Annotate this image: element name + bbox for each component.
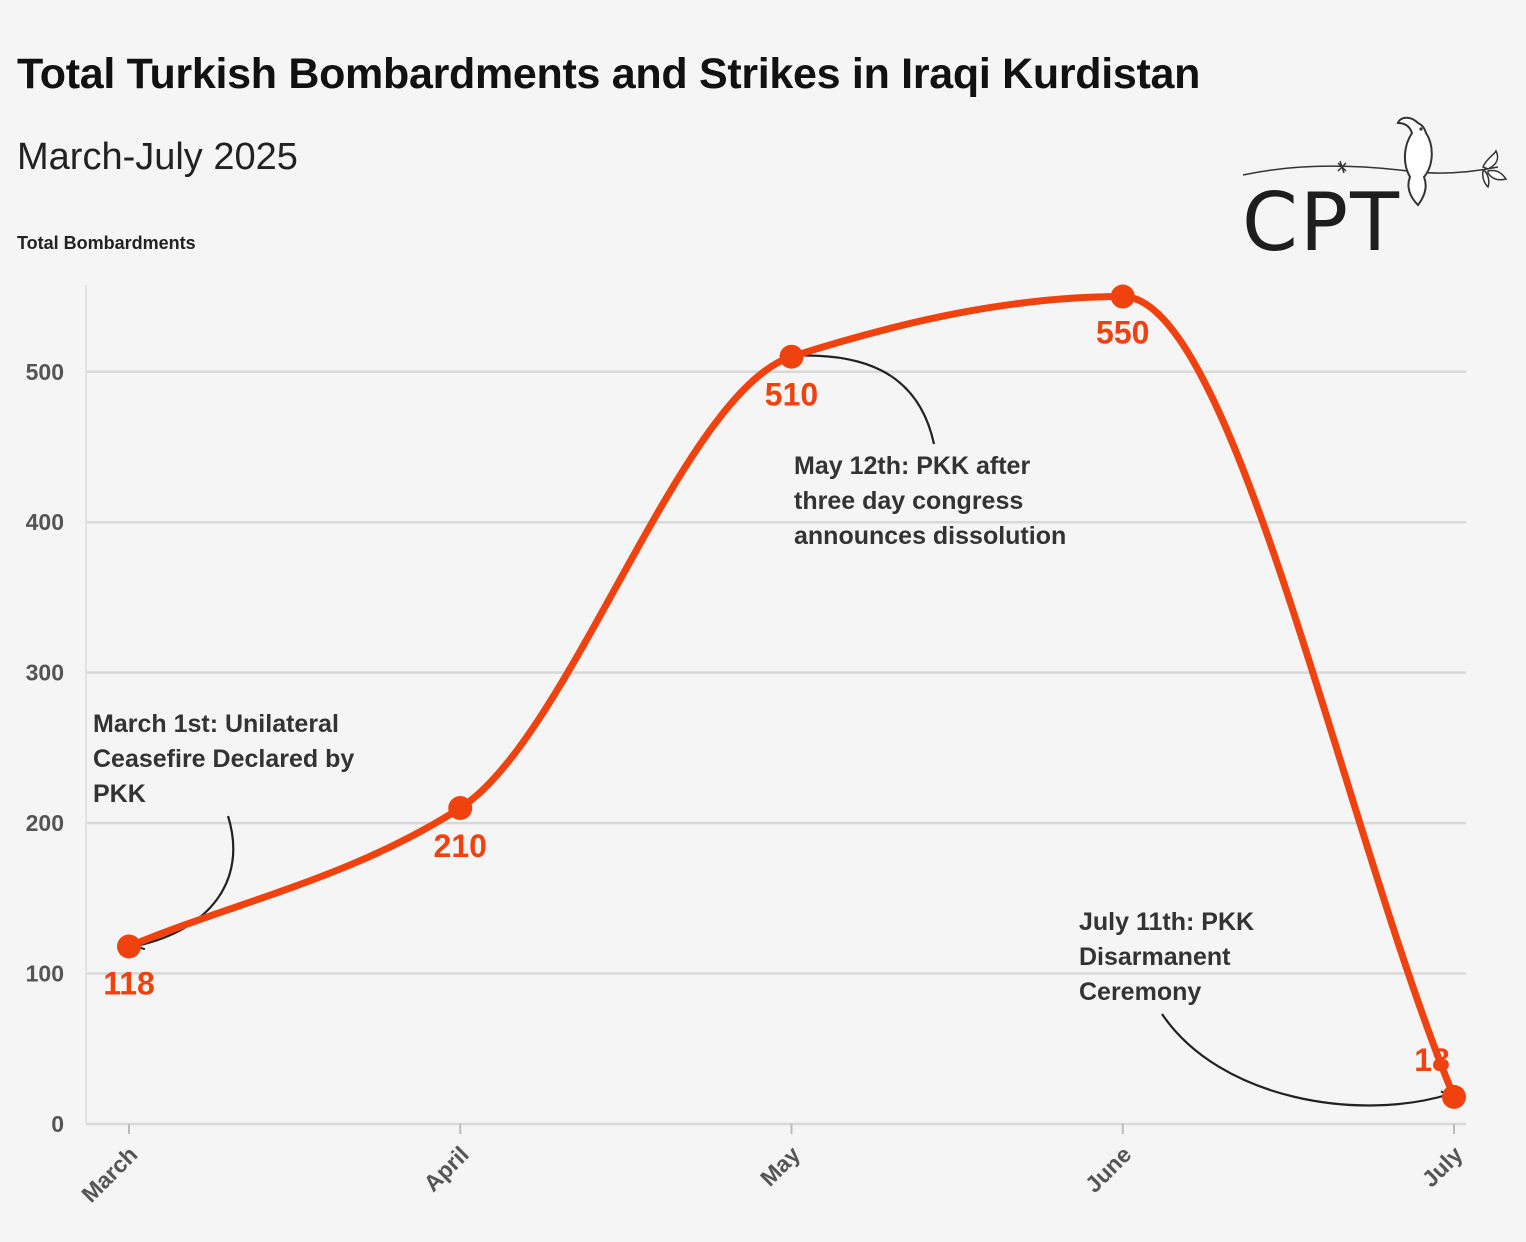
annotation-arrow: [136, 815, 235, 946]
annotation-text: March 1st: Unilateral Ceasefire Declared …: [93, 710, 354, 808]
x-tick-label: June: [1080, 1141, 1136, 1197]
x-tick-label: May: [755, 1141, 805, 1191]
annotation-arrow: [1161, 1013, 1450, 1107]
x-tick-label: April: [418, 1141, 473, 1196]
annotation-arrows: [136, 355, 1450, 1107]
annotation-text: May 12th: PKK after three day congress ann…: [794, 452, 1066, 550]
data-point: [448, 796, 473, 821]
annotation-text: July 11th: PKK Disarmanent Ceremony: [1079, 908, 1254, 1006]
y-tick-label: 300: [26, 660, 64, 686]
data-label: 210: [434, 828, 487, 864]
gridlines: [85, 285, 1466, 1126]
data-point: [1442, 1084, 1466, 1109]
data-label: 18: [1414, 1042, 1450, 1078]
data-point: [1110, 284, 1135, 309]
data-point: [779, 344, 804, 369]
data-label: 510: [765, 377, 818, 413]
chart-subtitle: March-July 2025: [17, 136, 298, 178]
annotation-arrow: [788, 355, 936, 445]
x-tick-label: July: [1417, 1141, 1468, 1192]
data-labels: 118 210 510 550 18: [103, 315, 1450, 1078]
series-layer: [117, 284, 1466, 1109]
data-point: [117, 934, 141, 959]
y-tick-label: 100: [26, 961, 64, 987]
y-tick-label: 0: [51, 1111, 64, 1137]
logo-text: CPT: [1242, 176, 1401, 269]
series-line: [125, 293, 1458, 1101]
dove-on-barbed-wire-icon: [1242, 116, 1508, 207]
chart-title: Total Turkish Bombardments and Strikes i…: [17, 50, 1201, 98]
annotations: March 1st: Unilateral Ceasefire Declared …: [93, 452, 1254, 1006]
y-axis-title: Total Bombardments: [17, 233, 196, 253]
data-label: 550: [1096, 315, 1149, 351]
data-label: 118: [103, 965, 155, 1001]
x-tick-label: March: [76, 1141, 142, 1207]
y-tick-label: 200: [26, 810, 64, 836]
y-tick-label: 500: [26, 359, 64, 385]
y-tick-label: 400: [26, 509, 64, 535]
